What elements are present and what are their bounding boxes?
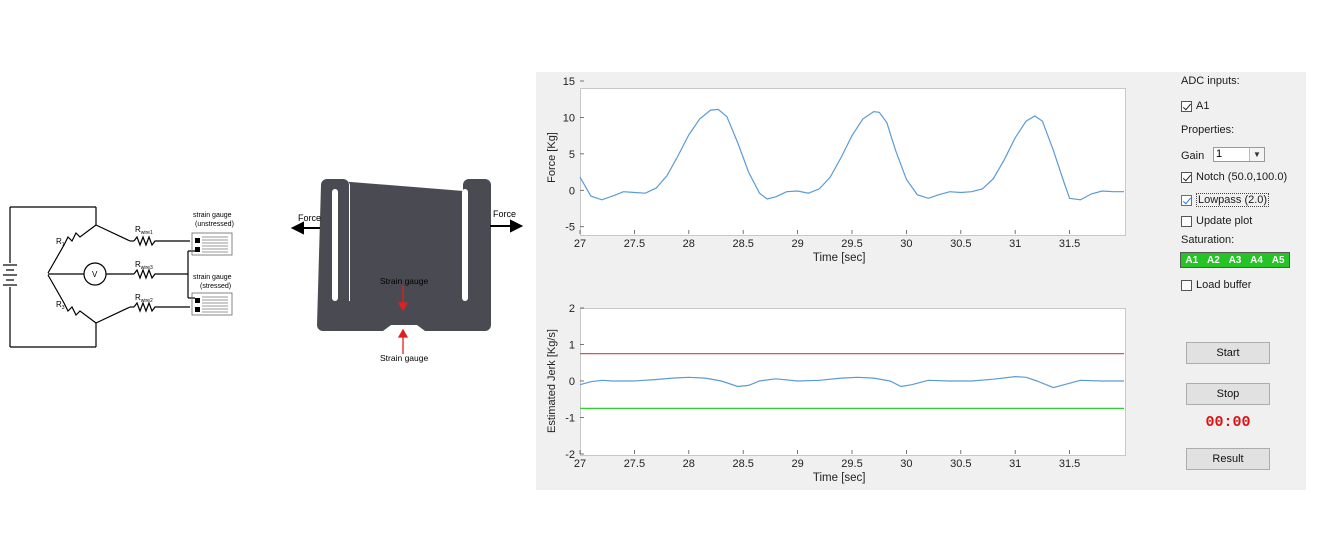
saturation-a2: A2 xyxy=(1206,254,1220,266)
a1-label: A1 xyxy=(1196,100,1210,112)
beam-shape xyxy=(326,180,476,304)
chart1-ytick-label: 0 xyxy=(569,376,575,388)
chart1-xtick-label: 28 xyxy=(683,458,695,470)
chart1-xtick-label: 29 xyxy=(791,458,803,470)
rwire2-label: Rwire2 xyxy=(135,293,153,304)
elapsed-timer: 00:00 xyxy=(1205,414,1251,431)
chart1-series-0-line xyxy=(579,375,1124,389)
saturation-label: Saturation: xyxy=(1181,234,1235,246)
r3-label: R3 xyxy=(56,300,65,311)
wheatstone-bridge-diagram: R1 R3 V Rwire1 Rwire3 Rwire2 strain gaug… xyxy=(3,206,234,348)
a1-check-icon xyxy=(1181,100,1192,112)
chart0-ytick-label: 0 xyxy=(569,185,575,197)
saturation-indicator: A1 A2 A3 A4 A5 xyxy=(1180,252,1290,268)
chart1-xtick-label: 29.5 xyxy=(841,458,862,470)
chart1-xtick-label: 30 xyxy=(900,458,912,470)
strain-gauge-top-label: Strain gauge xyxy=(380,276,428,286)
chart1-ytick-label: 2 xyxy=(569,303,575,315)
chart1-xtick-label: 27.5 xyxy=(624,458,645,470)
rwire1-label: Rwire1 xyxy=(135,225,153,236)
strain-gauge-bottom-label: Strain gauge xyxy=(380,353,428,363)
chart0-ylabel: Force [Kg] xyxy=(546,132,558,183)
force-right-label: Force xyxy=(493,209,516,219)
gauge-stressed-label: strain gauge xyxy=(193,274,232,281)
chart0-xtick-label: 28 xyxy=(683,238,695,250)
chart1-ytick-label: -2 xyxy=(565,449,575,461)
chart1-ytick-label: 1 xyxy=(569,340,575,352)
chart1-xtick-label: 31 xyxy=(1009,458,1021,470)
gauge-unstressed-label: strain gauge xyxy=(193,212,232,219)
chart0-xtick-label: 31.5 xyxy=(1059,238,1080,250)
notch-label: Notch (50.0,100.0) xyxy=(1196,171,1288,183)
acquisition-panel: 27 27.5 28 28.5 29 29.5 30 30.5 31 31.5 15 10 5 0 -5 Ti… xyxy=(536,72,1306,490)
saturation-a1: A1 xyxy=(1185,254,1199,266)
r1-label: R1 xyxy=(56,237,65,248)
chart0-ytick-label: -5 xyxy=(565,222,575,234)
chart1-ylabel: Estimated Jerk [Kg/s] xyxy=(546,329,558,433)
chart0-ytick-label: 15 xyxy=(563,76,575,88)
properties-label: Properties: xyxy=(1181,124,1235,136)
lowpass-check-icon xyxy=(1181,194,1192,206)
load-buffer-label: Load buffer xyxy=(1196,279,1252,291)
chart0-xtick-label: 29.5 xyxy=(841,238,862,250)
chart1-xtick-label: 31.5 xyxy=(1059,458,1080,470)
chart0-ytick-label: 5 xyxy=(569,149,575,161)
chart0-xtick-label: 30.5 xyxy=(950,238,971,250)
chart1-xtick-label: 27 xyxy=(574,458,586,470)
chart0-xtick-label: 29 xyxy=(791,238,803,250)
chart1-xlabel: Time [sec] xyxy=(813,472,866,484)
chart0-xtick-label: 28.5 xyxy=(732,238,753,250)
chart0-series-0-line xyxy=(579,108,1124,201)
adc-inputs-label: ADC inputs: xyxy=(1181,75,1240,87)
saturation-a5: A5 xyxy=(1271,254,1285,266)
chart1-xtick-label: 30.5 xyxy=(950,458,971,470)
gain-label: Gain xyxy=(1181,150,1205,162)
rwire3-label: Rwire3 xyxy=(135,260,153,271)
lowpass-label: Lowpass (2.0) xyxy=(1196,193,1270,207)
start-button[interactable]: Start xyxy=(1186,342,1270,364)
chart0-xtick-label: 31 xyxy=(1009,238,1021,250)
chart1-ytick-label: -1 xyxy=(565,413,575,425)
chart0-xlabel: Time [sec] xyxy=(813,252,866,264)
voltmeter-label: V xyxy=(92,270,98,279)
update-plot-check-icon xyxy=(1181,215,1192,227)
jerk-plot-area xyxy=(580,308,1126,456)
gauge-stressed-sub: (stressed) xyxy=(200,283,231,290)
chart0-xtick-label: 27 xyxy=(574,238,586,250)
chart0-xtick-label: 30 xyxy=(900,238,912,250)
lowpass-checkbox[interactable]: Lowpass (2.0) xyxy=(1181,193,1270,207)
force-chart: 27 27.5 28 28.5 29 29.5 30 30.5 31 31.5 15 10 5 0 -5 Ti… xyxy=(546,76,1124,264)
jerk-chart: 27 27.5 28 28.5 29 29.5 30 30.5 31 31.5 2 1 0 -1 -2 Tim… xyxy=(546,303,1124,484)
load-buffer-check-icon xyxy=(1181,279,1192,291)
update-plot-checkbox[interactable]: Update plot xyxy=(1181,215,1252,227)
update-plot-label: Update plot xyxy=(1196,215,1253,227)
chart0-xtick-label: 27.5 xyxy=(624,238,645,250)
notch-check-icon xyxy=(1181,171,1192,183)
notch-checkbox[interactable]: Notch (50.0,100.0) xyxy=(1181,171,1287,183)
saturation-a3: A3 xyxy=(1228,254,1242,266)
load-cell-diagram: Force Force Strain gauge Strain gauge xyxy=(290,179,524,363)
saturation-a4: A4 xyxy=(1250,254,1263,266)
force-plot-area xyxy=(580,88,1126,236)
gain-select[interactable]: 1 ▼ xyxy=(1213,147,1265,162)
chart1-xtick-label: 28.5 xyxy=(732,458,753,470)
force-left-label: Force xyxy=(298,213,321,223)
chart0-ytick-label: 10 xyxy=(563,112,575,124)
a1-checkbox[interactable]: A1 xyxy=(1181,100,1209,112)
load-buffer-checkbox[interactable]: Load buffer xyxy=(1181,279,1251,291)
chevron-down-icon: ▼ xyxy=(1249,148,1264,161)
gain-value: 1 xyxy=(1216,148,1223,160)
gauge-unstressed-sub: (unstressed) xyxy=(195,221,234,228)
result-button[interactable]: Result xyxy=(1186,448,1270,470)
stop-button[interactable]: Stop xyxy=(1186,383,1270,405)
